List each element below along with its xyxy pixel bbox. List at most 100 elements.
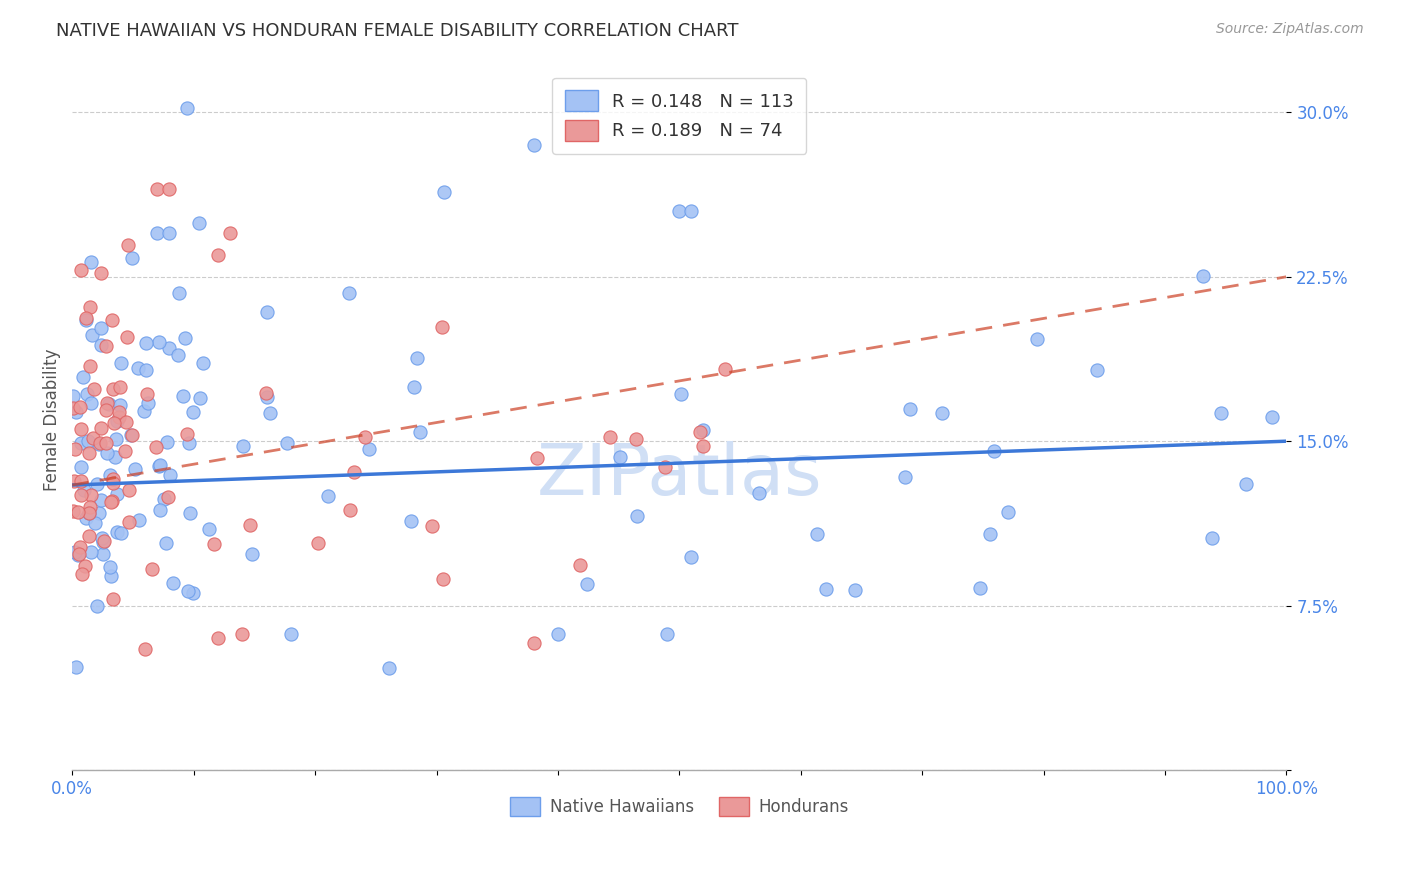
Point xyxy=(176,101,198,115)
Point xyxy=(231,627,253,641)
Point xyxy=(179,506,201,520)
Point xyxy=(69,422,91,436)
Point xyxy=(135,362,157,376)
Point xyxy=(96,396,118,410)
Point xyxy=(1209,406,1232,420)
Point xyxy=(159,468,181,483)
Point xyxy=(98,467,121,482)
Point xyxy=(343,465,366,479)
Point xyxy=(626,432,648,446)
Point xyxy=(65,660,87,674)
Point xyxy=(191,355,214,369)
Point xyxy=(239,518,262,533)
Point xyxy=(62,401,84,415)
Point xyxy=(79,545,101,559)
Point xyxy=(70,567,93,582)
Point xyxy=(134,642,156,657)
Point xyxy=(90,492,112,507)
Point xyxy=(207,632,229,646)
Point xyxy=(108,398,131,412)
Point xyxy=(62,389,84,403)
Point xyxy=(110,356,132,370)
Point xyxy=(420,519,443,533)
Point xyxy=(181,586,204,600)
Point xyxy=(177,583,200,598)
Point xyxy=(80,395,103,409)
Point xyxy=(101,592,124,607)
Point xyxy=(91,535,114,549)
Point xyxy=(162,576,184,591)
Point xyxy=(98,559,121,574)
Point xyxy=(402,380,425,394)
Point xyxy=(108,409,131,424)
Point xyxy=(120,428,142,442)
Point xyxy=(576,577,599,591)
Point xyxy=(148,334,170,349)
Point xyxy=(157,226,180,240)
Point xyxy=(77,528,100,542)
Point xyxy=(432,572,454,586)
Point xyxy=(1026,332,1049,346)
Point xyxy=(82,328,104,343)
Point xyxy=(79,301,101,315)
Point xyxy=(146,182,169,196)
Point xyxy=(83,382,105,396)
Point xyxy=(80,254,103,268)
Point xyxy=(105,524,128,539)
Text: Source: ZipAtlas.com: Source: ZipAtlas.com xyxy=(1216,22,1364,37)
Point xyxy=(132,403,155,417)
Point xyxy=(90,266,112,280)
Point xyxy=(117,237,139,252)
Point xyxy=(108,405,131,419)
Point xyxy=(128,513,150,527)
Point xyxy=(748,485,770,500)
Point xyxy=(69,263,91,277)
Point xyxy=(198,522,221,536)
Point xyxy=(62,504,84,518)
Point xyxy=(107,487,129,501)
Point xyxy=(898,401,921,416)
Point xyxy=(240,547,263,561)
Point xyxy=(188,391,211,405)
Point xyxy=(110,525,132,540)
Point xyxy=(69,547,91,561)
Point xyxy=(430,320,453,334)
Text: NATIVE HAWAIIAN VS HONDURAN FEMALE DISABILITY CORRELATION CHART: NATIVE HAWAIIAN VS HONDURAN FEMALE DISAB… xyxy=(56,22,738,40)
Point xyxy=(207,248,229,262)
Point xyxy=(997,505,1019,519)
Point xyxy=(547,627,569,641)
Point xyxy=(69,541,91,555)
Point xyxy=(67,548,90,562)
Point xyxy=(174,330,197,344)
Point xyxy=(157,341,180,355)
Point xyxy=(256,390,278,404)
Point xyxy=(96,402,118,417)
Point xyxy=(357,442,380,457)
Point xyxy=(155,536,177,550)
Point xyxy=(433,185,456,199)
Point xyxy=(103,472,125,486)
Point xyxy=(983,444,1005,458)
Y-axis label: Female Disability: Female Disability xyxy=(44,348,60,491)
Point xyxy=(609,450,631,465)
Point xyxy=(714,362,737,376)
Point xyxy=(177,436,200,450)
Point xyxy=(114,443,136,458)
Point xyxy=(75,310,97,325)
Point xyxy=(79,500,101,515)
Point xyxy=(97,397,120,411)
Point xyxy=(127,360,149,375)
Point xyxy=(256,305,278,319)
Point xyxy=(105,414,128,428)
Point xyxy=(108,380,131,394)
Point xyxy=(668,204,690,219)
Point xyxy=(87,437,110,451)
Point xyxy=(63,544,86,558)
Point xyxy=(176,427,198,442)
Point xyxy=(671,387,693,401)
Point xyxy=(815,582,838,596)
Point xyxy=(75,511,97,525)
Point xyxy=(1201,531,1223,545)
Point xyxy=(96,446,118,460)
Point xyxy=(63,442,86,457)
